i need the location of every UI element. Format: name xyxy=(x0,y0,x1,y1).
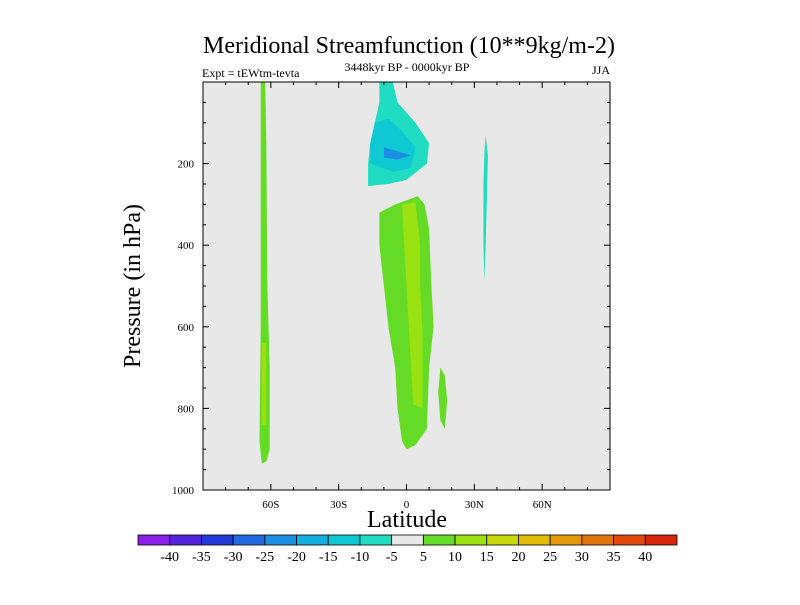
experiment-label: Expt = tEWtm-tevta xyxy=(202,66,300,80)
colorbar-swatch xyxy=(137,534,171,546)
y-tick-label: 400 xyxy=(178,240,195,252)
x-axis-ticks: 60S 30S 0 30N 60N xyxy=(202,82,611,511)
colorbar-swatch xyxy=(359,534,393,546)
colorbar-label: 5 xyxy=(420,550,427,565)
contour-region-green-thin-tail xyxy=(391,294,395,352)
colorbar-swatch xyxy=(264,534,297,546)
colorbar-swatch xyxy=(454,534,488,546)
colorbar-label: -25 xyxy=(255,550,274,565)
y-axis-ticks: 200 400 600 800 1000 xyxy=(172,81,610,497)
colorbar-swatch xyxy=(581,534,614,546)
colorbar-swatch xyxy=(644,534,678,546)
colorbar-swatch xyxy=(518,534,551,546)
colorbar-swatch xyxy=(422,534,456,546)
x-tick-label: 60S xyxy=(262,499,279,511)
colorbar-swatch xyxy=(296,534,329,546)
colorbar-label: -15 xyxy=(319,550,338,565)
x-tick-label: 0 xyxy=(404,499,410,511)
contour-regions xyxy=(259,82,488,464)
contour-region-upper-blue-core xyxy=(383,147,411,160)
colorbar-label: 20 xyxy=(511,550,525,565)
x-tick-label: 30S xyxy=(330,499,347,511)
time-range-label: 3448kyr BP - 0000kyr BP xyxy=(345,60,470,74)
chart-title: Meridional Streamfunction (10**9kg/m-2) xyxy=(203,33,615,59)
colorbar-swatch xyxy=(327,534,361,546)
y-tick-label: 800 xyxy=(178,403,195,415)
colorbar: -40 -35 -30 -25 -20 -15 -10 -5 5 10 15 20 25 30 35 40 xyxy=(137,534,678,565)
colorbar-swatch xyxy=(549,534,583,546)
colorbar-swatch xyxy=(232,534,266,546)
colorbar-swatch xyxy=(391,534,424,546)
colorbar-swatch xyxy=(613,534,646,546)
x-tick-label: 60N xyxy=(533,499,552,511)
colorbar-label: 15 xyxy=(480,550,494,565)
contour-region-cyan-streak-30n xyxy=(483,135,488,282)
colorbar-label: -5 xyxy=(386,550,398,565)
colorbar-label: 10 xyxy=(448,550,462,565)
colorbar-swatch xyxy=(486,534,519,546)
y-axis-label: Pressure (in hPa) xyxy=(120,204,146,368)
colorbar-label: 25 xyxy=(543,550,557,565)
contour-region-green-blob-15n xyxy=(438,367,448,429)
colorbar-label: 40 xyxy=(638,550,652,565)
colorbar-swatch xyxy=(201,534,234,546)
contour-region-sh-60s-column-core xyxy=(261,343,267,425)
colorbar-label: -30 xyxy=(224,550,243,565)
season-label: JJA xyxy=(592,63,610,77)
y-tick-label: 600 xyxy=(178,322,195,334)
contour-region-upper-cyan-mid xyxy=(370,118,416,172)
colorbar-swatch xyxy=(169,534,202,546)
y-tick-label: 1000 xyxy=(172,485,195,497)
colorbar-label: -40 xyxy=(160,550,179,565)
x-tick-label: 30N xyxy=(465,499,484,511)
colorbar-label: 30 xyxy=(575,550,589,565)
x-axis-label: Latitude xyxy=(367,507,447,533)
colorbar-label: -35 xyxy=(192,550,211,565)
colorbar-label: 35 xyxy=(607,550,621,565)
contour-region-tropics-green-core xyxy=(402,202,423,409)
colorbar-label: -10 xyxy=(351,550,370,565)
y-tick-label: 200 xyxy=(178,159,195,171)
colorbar-label: -20 xyxy=(287,550,306,565)
